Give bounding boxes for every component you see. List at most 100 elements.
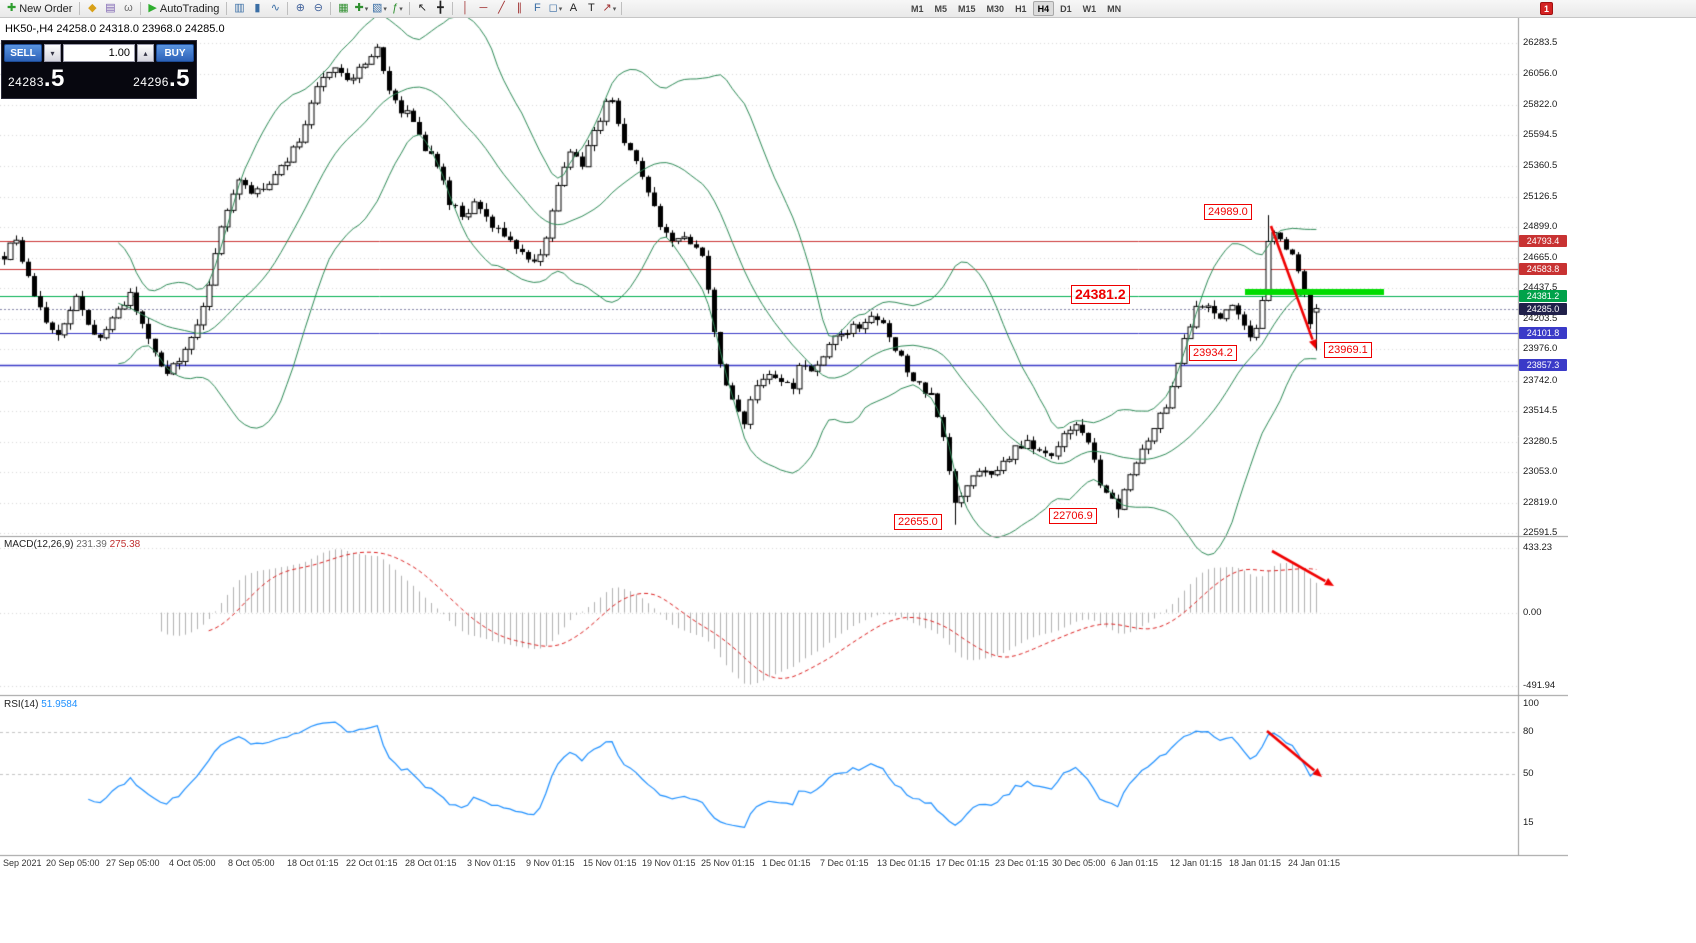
tile-windows-icon[interactable]: ▦ — [334, 1, 352, 17]
autotrading-button[interactable]: ▶ AutoTrading — [144, 1, 223, 17]
chevron-down-icon: ▾ — [399, 5, 403, 13]
price-axis-label: 25360.5 — [1523, 159, 1558, 171]
time-axis-label: 13 Dec 01:15 — [877, 858, 931, 868]
indicators-icon[interactable]: ƒ ▾ — [388, 1, 406, 17]
timeframe-toolbar: M1 M5 M15 M30 H1 H4 D1 W1 MN — [906, 1, 1126, 17]
price-axis-label: 26283.5 — [1523, 37, 1558, 49]
candlestick-chart-icon[interactable]: ▮ — [248, 1, 266, 17]
arrows-icon[interactable]: ↗ ▾ — [600, 1, 618, 17]
notification-icon[interactable]: 1 — [1540, 2, 1553, 15]
bar-chart-icon: ▥ — [234, 2, 245, 14]
rsi-axis-label: 80 — [1523, 726, 1534, 737]
sell-button[interactable]: SELL — [4, 44, 42, 62]
volume-increase-button[interactable]: ▴ — [137, 44, 154, 62]
volume-input[interactable] — [63, 44, 135, 62]
chevron-down-icon: ▾ — [383, 5, 387, 13]
rsi-indicator-label: RSI(14) 51.9584 — [4, 699, 77, 710]
price-tag: 24793.4 — [1519, 235, 1567, 248]
trendline-icon[interactable]: ╱ — [492, 1, 510, 17]
time-axis-label: 4 Oct 05:00 — [169, 858, 216, 868]
timeframe-MN[interactable]: MN — [1107, 4, 1122, 14]
text-icon[interactable]: A — [564, 1, 582, 17]
macd-axis-label: -491.94 — [1523, 680, 1556, 691]
rsi-axis-label: 50 — [1523, 768, 1534, 779]
rsi-axis-label: 15 — [1523, 817, 1534, 828]
cursor-icon: ↖ — [417, 2, 428, 14]
time-axis-label: Sep 2021 — [3, 858, 42, 868]
price-axis-label: 25822.0 — [1523, 98, 1558, 110]
price-annotation-box[interactable]: 23934.2 — [1189, 345, 1237, 361]
autotrading-icon: ▶ — [148, 2, 157, 14]
toolbar-separator — [287, 2, 289, 15]
time-axis-label: 27 Sep 05:00 — [106, 858, 160, 868]
chart-canvas[interactable] — [0, 18, 1568, 875]
zoom-in-icon: ⊕ — [295, 2, 306, 14]
timeframe-M30[interactable]: M30 — [986, 4, 1005, 14]
time-axis-label: 23 Dec 01:15 — [995, 858, 1049, 868]
price-axis-label: 23053.0 — [1523, 465, 1558, 477]
zoom-in-icon[interactable]: ⊕ — [291, 1, 309, 17]
volume-decrease-button[interactable]: ▾ — [44, 44, 61, 62]
price-tag: 24583.8 — [1519, 262, 1567, 275]
chart-profiles-icon[interactable]: ▧ ▾ — [370, 1, 388, 17]
time-axis-label: 20 Sep 05:00 — [46, 858, 100, 868]
candlestick-chart-icon: ▮ — [254, 2, 261, 14]
new-chart-icon[interactable]: ✚ ▾ — [352, 1, 370, 17]
zoom-out-icon[interactable]: ⊖ — [309, 1, 327, 17]
toolbar-separator — [452, 2, 454, 15]
cursor-icon[interactable]: ↖ — [413, 1, 431, 17]
vertical-line-icon[interactable]: │ — [456, 1, 474, 17]
buy-button[interactable]: BUY — [156, 44, 194, 62]
price-axis-label: 24665.0 — [1523, 252, 1558, 264]
line-chart-icon[interactable]: ∿ — [266, 1, 284, 17]
price-annotation-box[interactable]: 24381.2 — [1071, 285, 1130, 304]
shapes-icon: ◻ — [548, 2, 558, 14]
timeframe-H1[interactable]: H1 — [1015, 4, 1027, 14]
price-annotation-box[interactable]: 24989.0 — [1204, 204, 1252, 220]
horizontal-line-icon: ─ — [479, 2, 488, 14]
buy-price-big: .5 — [168, 65, 190, 92]
chevron-down-icon: ▾ — [558, 5, 563, 13]
timeframe-H4[interactable]: H4 — [1032, 1, 1055, 16]
timeframe-D1[interactable]: D1 — [1060, 4, 1072, 14]
expert-advisors-icon[interactable]: ω — [119, 1, 137, 17]
crosshair-icon[interactable]: ╋ — [431, 1, 449, 17]
text-icon: A — [569, 2, 578, 14]
market-watch-icon[interactable]: ◆ — [83, 1, 101, 17]
new-order-button[interactable]: ✚ New Order — [3, 1, 76, 17]
price-axis-label: 25126.5 — [1523, 190, 1558, 202]
timeframe-W1[interactable]: W1 — [1082, 4, 1097, 14]
price-tag: 24101.8 — [1519, 326, 1567, 339]
text-label-icon[interactable]: T — [582, 1, 600, 17]
price-annotation-box[interactable]: 22655.0 — [894, 514, 942, 530]
fibonacci-icon[interactable]: F — [528, 1, 546, 17]
macd-indicator-label: MACD(12,26,9) 231.39 275.38 — [4, 539, 140, 550]
one-click-trading-panel: SELL ▾ ▴ BUY 24283 .5 24296.5 — [1, 40, 197, 99]
shapes-icon[interactable]: ◻ ▾ — [546, 1, 564, 17]
new-order-button-label: New Order — [19, 2, 73, 15]
buy-price: 24296.5 — [133, 65, 190, 96]
rsi-axis-label: 100 — [1523, 698, 1539, 709]
sell-price-small: 24283 — [8, 75, 44, 89]
time-axis-label: 28 Oct 01:15 — [405, 858, 457, 868]
channel-icon[interactable]: ∥ — [510, 1, 528, 17]
price-annotation-box[interactable]: 22706.9 — [1049, 508, 1097, 524]
zoom-out-icon: ⊖ — [313, 2, 324, 14]
chevron-down-icon: ▾ — [612, 5, 617, 13]
price-axis-label: 22591.5 — [1523, 527, 1558, 539]
channel-icon: ∥ — [516, 2, 523, 14]
data-window-icon[interactable]: ▤ — [101, 1, 119, 17]
price-annotation-box[interactable]: 23969.1 — [1324, 342, 1372, 358]
bar-chart-icon[interactable]: ▥ — [230, 1, 248, 17]
timeframe-M1[interactable]: M1 — [911, 4, 924, 14]
macd-axis-label: 433.23 — [1523, 542, 1553, 553]
toolbar-separator — [621, 2, 623, 15]
toolbar-separator — [226, 2, 228, 15]
horizontal-line-icon[interactable]: ─ — [474, 1, 492, 17]
timeframe-M15[interactable]: M15 — [958, 4, 976, 14]
time-axis-label: 12 Jan 01:15 — [1170, 858, 1223, 868]
timeframe-M5[interactable]: M5 — [934, 4, 948, 14]
price-axis-label: 24203.5 — [1523, 313, 1558, 325]
